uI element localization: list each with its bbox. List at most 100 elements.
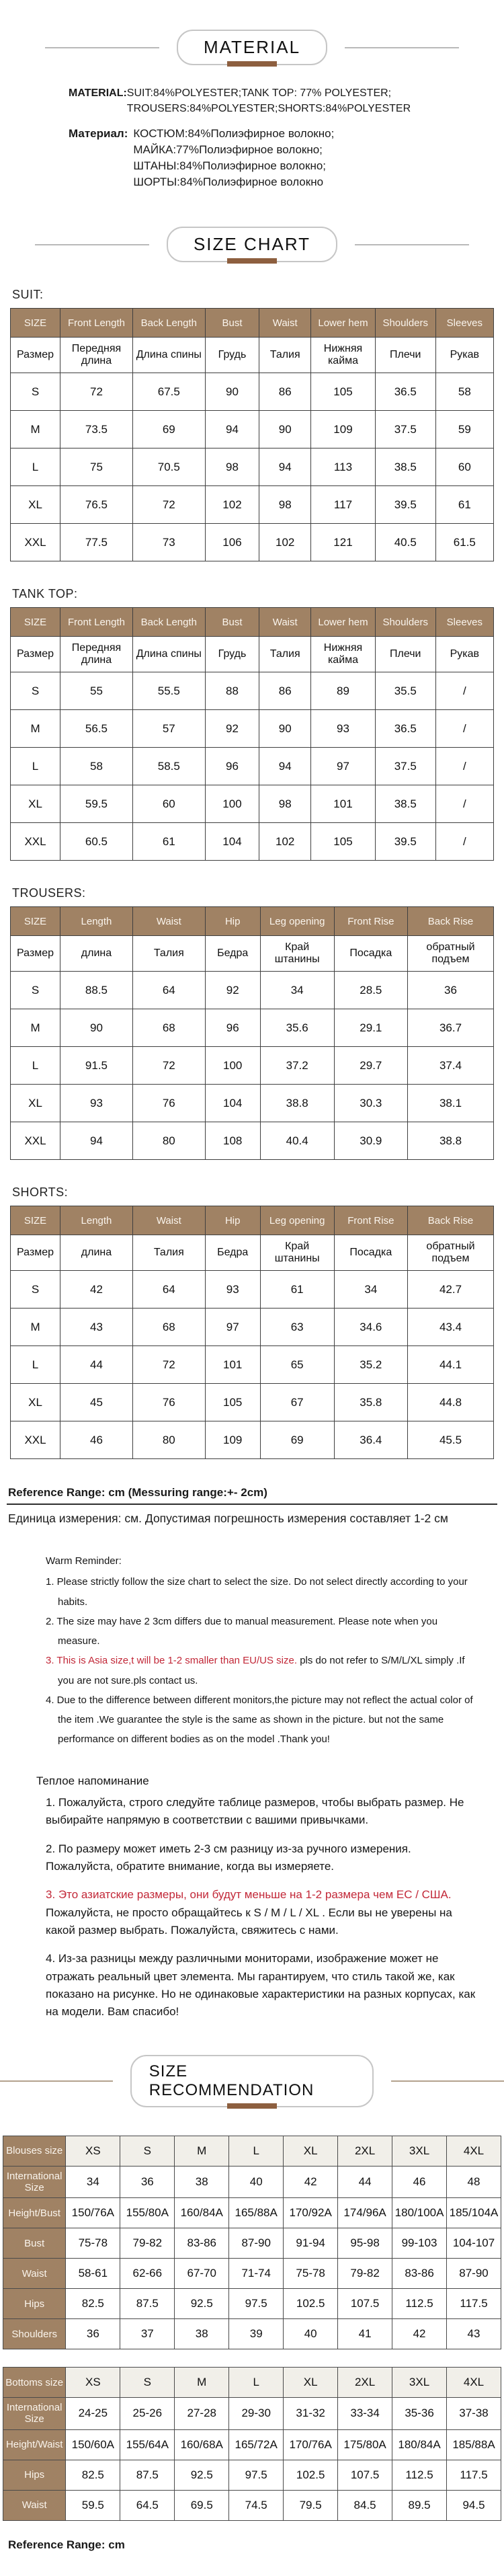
table-cell: 93 <box>310 709 376 748</box>
table-label: TROUSERS: <box>12 886 86 900</box>
table-cell: 96 <box>204 1009 261 1047</box>
header-row-ru: Размер Передняя длина Длина спины Грудь Тали… <box>9 636 495 672</box>
table-cell: 59 <box>435 410 495 448</box>
table-cell: M <box>174 2367 230 2398</box>
table-cell: 58 <box>60 747 133 785</box>
table-cell: 90 <box>204 373 260 411</box>
column-header: Front Rise <box>333 906 408 936</box>
table-cell: 46 <box>60 1421 133 1459</box>
table-row: M 56.5 57 92 90 93 36.5/ <box>9 709 495 748</box>
table-cell: / <box>435 747 495 785</box>
table-cell: M <box>9 410 61 448</box>
table-row: Bottoms size XS S M L XL 2XL 3XL 4XL <box>2 2367 501 2398</box>
reminder-item-3-red: 3. This is Asia size,t will be 1-2 small… <box>46 1655 298 1667</box>
table-row: S 88.5 64 92 34 28.5 36 <box>9 971 495 1009</box>
table-cell: 67-70 <box>174 2258 230 2290</box>
table-cell: 100 <box>204 785 260 823</box>
table-cell: 58-61 <box>65 2258 121 2290</box>
size-chart-title: SIZE CHART <box>193 234 311 254</box>
table-cell: 104 <box>204 1084 261 1122</box>
table-cell: 61 <box>259 1270 335 1309</box>
column-header-ru: обратный подъем <box>407 1235 495 1271</box>
table-row: L 91.5 72 100 37.2 29.7 37.4 <box>9 1046 495 1085</box>
table-row: XXL 60.5 61 104 102 105 39.5/ <box>9 822 495 861</box>
table-cell: 35.6 <box>259 1009 335 1047</box>
divider-line <box>44 46 159 48</box>
table-cell: 29-30 <box>228 2397 284 2430</box>
warm-reminder-ru: Теплое напоминание 1. Пожалуйста, строго… <box>36 1772 477 2021</box>
table-cell: 40.4 <box>259 1122 335 1160</box>
table-cell: 98 <box>259 485 312 524</box>
reference-divider <box>7 1504 497 1505</box>
column-header: Front Rise <box>333 1206 408 1235</box>
column-header-ru: Бедра <box>204 1235 261 1271</box>
table-cell: 43.4 <box>407 1308 495 1346</box>
table-row: L 44 72 101 65 35.2 44.1 <box>9 1345 495 1384</box>
column-header-ru: Талия <box>132 1235 206 1271</box>
table-cell: 61.5 <box>435 523 495 561</box>
material-label-en: MATERIAL: <box>69 87 127 99</box>
table-cell: 93 <box>204 1270 261 1309</box>
table-cell: 88.5 <box>60 971 133 1009</box>
column-header-ru: Размер <box>9 1235 61 1271</box>
table-cell: 175/80A <box>337 2429 393 2460</box>
blouses-size-table: Blouses size XS S M L XL 2XL 3XL 4XL Internationa… <box>2 2135 501 2350</box>
table-cell: 64.5 <box>120 2489 175 2521</box>
table-cell: 45 <box>60 1383 133 1421</box>
table-cell: 56.5 <box>60 709 133 748</box>
table-cell: 42 <box>60 1270 133 1309</box>
reminder-item-2: 2. The size may have 2 3cm differs due t… <box>46 1615 438 1647</box>
table-cell: 83-86 <box>174 2228 230 2259</box>
table-cell: 102 <box>204 485 260 524</box>
table-cell: 60 <box>132 785 206 823</box>
table-cell: 29.7 <box>333 1046 408 1085</box>
table-cell: 35.8 <box>333 1383 408 1421</box>
table-cell: 61 <box>435 485 495 524</box>
table-row: XL 93 76 104 38.8 30.3 38.1 <box>9 1084 495 1122</box>
size-table: SIZE Front Length Back Length Bust Waist Lowe… <box>9 607 495 861</box>
table-cell: XS <box>65 2367 121 2398</box>
size-recommendation-tables: Blouses size XS S M L XL 2XL 3XL 4XL Internationa… <box>2 2135 501 2552</box>
table-cell: XXL <box>9 523 61 561</box>
size-table: SIZE Length Waist Hip Leg opening Front Rise B… <box>9 1206 495 1459</box>
recommendation-table: Blouses size XS S M L XL 2XL 3XL 4XL Internationa… <box>2 2135 501 2350</box>
table-cell: 36 <box>407 971 495 1009</box>
column-header: Sleeves <box>435 308 495 338</box>
table-cell: 155/64A <box>120 2429 175 2460</box>
table-cell: 72 <box>132 1046 206 1085</box>
column-header-ru: Грудь <box>204 337 260 373</box>
material-title: MATERIAL <box>203 37 301 57</box>
table-cell: 58 <box>435 373 495 411</box>
table-row: L 58 58.5 96 94 97 37.5/ <box>9 747 495 785</box>
material-section-header: MATERIAL <box>0 30 504 67</box>
table-cell: 44 <box>60 1345 133 1384</box>
table-cell: 84.5 <box>337 2489 393 2521</box>
table-cell: 97.5 <box>228 2288 284 2320</box>
table-cell: 38.1 <box>407 1084 495 1122</box>
table-cell: 170/92A <box>283 2197 339 2229</box>
table-cell: 98 <box>259 785 312 823</box>
table-row: S 42 64 93 61 34 42.7 <box>9 1270 495 1309</box>
table-cell: 69.5 <box>174 2489 230 2521</box>
title-accent-bar <box>226 61 277 67</box>
recommendation-table: Bottoms size XS S M L XL 2XL 3XL 4XL Internationa… <box>2 2367 501 2521</box>
table-cell: 68 <box>132 1009 206 1047</box>
table-cell: 60 <box>435 448 495 486</box>
table-cell: 80 <box>132 1421 206 1459</box>
table-cell: 180/84A <box>392 2429 448 2460</box>
table-cell: 109 <box>204 1421 261 1459</box>
table-row: Height/Bust 150/76A 155/80A 160/84A 165/88A 1… <box>2 2197 501 2229</box>
table-cell: 106 <box>204 523 260 561</box>
table-cell: 94 <box>204 410 260 448</box>
table-cell: XL <box>9 1084 61 1122</box>
row-label: International Size <box>2 2165 67 2199</box>
table-cell: 93 <box>60 1084 133 1122</box>
column-header-ru: Бедра <box>204 935 261 972</box>
column-header: Waist <box>132 1206 206 1235</box>
table-cell: 30.9 <box>333 1122 408 1160</box>
column-header-ru: Рукав <box>435 636 495 672</box>
table-cell: 87-90 <box>228 2228 284 2259</box>
table-cell: 107.5 <box>337 2288 393 2320</box>
column-header-ru: Передняя длина <box>60 636 133 672</box>
reference-range-block: Reference Range: cm (Messuring range:+- … <box>7 1486 497 1526</box>
